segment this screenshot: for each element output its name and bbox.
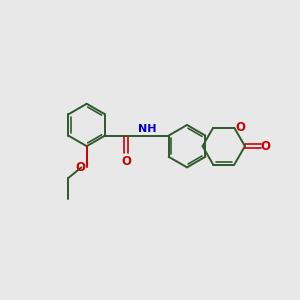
Text: O: O: [260, 140, 270, 153]
Text: NH: NH: [138, 124, 157, 134]
Text: O: O: [121, 155, 131, 168]
Text: O: O: [236, 121, 246, 134]
Text: O: O: [75, 161, 85, 174]
